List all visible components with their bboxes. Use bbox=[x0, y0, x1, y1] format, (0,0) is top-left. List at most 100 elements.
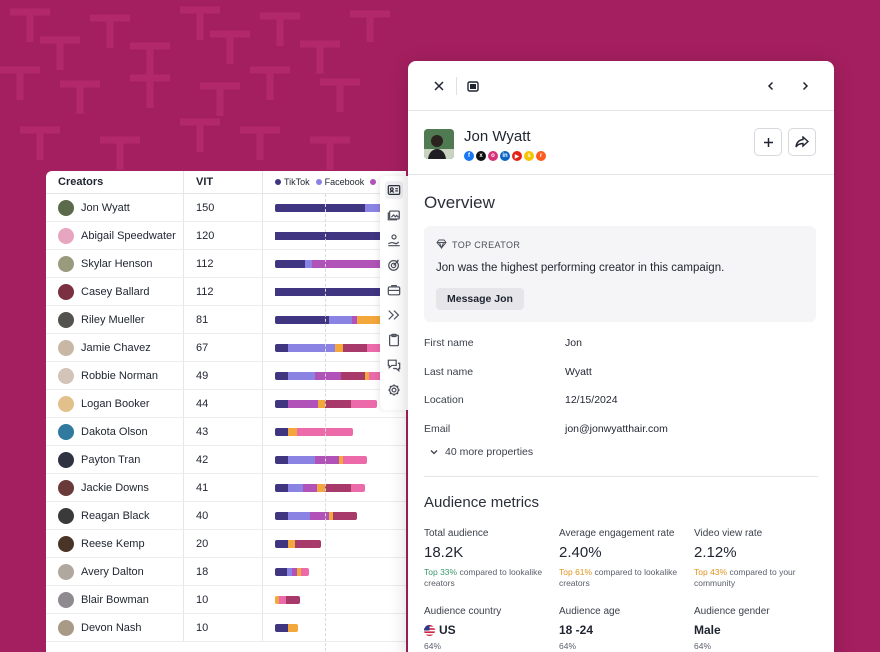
bar-segment bbox=[275, 427, 289, 436]
table-row[interactable]: Jackie Downs 41 bbox=[46, 474, 406, 502]
creator-name: Payton Tran bbox=[81, 453, 141, 466]
clipboard-icon[interactable] bbox=[385, 331, 403, 349]
bar-segment bbox=[312, 259, 395, 268]
expand-panel-icon[interactable] bbox=[464, 77, 482, 95]
creator-name: Jamie Chavez bbox=[81, 341, 151, 354]
platform-bar bbox=[275, 511, 395, 520]
table-header: Creators VIT TikTok Facebook bbox=[46, 171, 406, 194]
avatar bbox=[58, 451, 74, 468]
creator-cell: Logan Booker bbox=[46, 390, 184, 417]
snapchat-icon[interactable]: s bbox=[524, 151, 534, 161]
bar-segment bbox=[288, 539, 296, 548]
table-row[interactable]: Dakota Olson 43 bbox=[46, 418, 406, 446]
table-row[interactable]: Robbie Norman 49 bbox=[46, 362, 406, 390]
platform-bar bbox=[275, 203, 395, 212]
table-row[interactable]: Jamie Chavez 67 bbox=[46, 334, 406, 362]
youtube-icon[interactable]: ▶ bbox=[512, 151, 522, 161]
platform-bar-cell bbox=[263, 474, 406, 501]
table-row[interactable]: Logan Booker 44 bbox=[46, 390, 406, 418]
chevron-left-icon[interactable] bbox=[762, 77, 780, 95]
table-row[interactable]: Blair Bowman 10 bbox=[46, 586, 406, 614]
bar-segment bbox=[275, 315, 329, 324]
bar-segment bbox=[302, 483, 317, 492]
audience-percent: 64% bbox=[694, 641, 712, 651]
table-row[interactable]: Devon Nash 10 bbox=[46, 614, 406, 642]
bar-segment bbox=[288, 511, 310, 520]
avatar bbox=[424, 129, 454, 159]
facebook-icon[interactable]: f bbox=[464, 151, 474, 161]
vit-cell: 10 bbox=[184, 614, 263, 641]
metric-value: 2.12% bbox=[694, 544, 737, 561]
briefcase-icon[interactable] bbox=[385, 281, 403, 299]
avatar bbox=[58, 535, 74, 552]
bar-segment bbox=[334, 343, 344, 352]
table-row[interactable]: Casey Ballard 112 bbox=[46, 278, 406, 306]
bar-segment bbox=[356, 315, 381, 324]
settings-icon[interactable] bbox=[385, 381, 403, 399]
audience-label: Audience age bbox=[559, 606, 621, 617]
metric-note: compared to lookalike creators bbox=[424, 567, 543, 588]
toolbar-divider bbox=[456, 77, 457, 95]
metric-value: 2.40% bbox=[559, 544, 602, 561]
metric-card: Average engagement rate 2.40% Top 61% comp… bbox=[559, 528, 687, 589]
metric-comparison: Top 61% compared to lookalike creators bbox=[559, 567, 687, 589]
x-icon[interactable]: x bbox=[476, 151, 486, 161]
avatar bbox=[58, 507, 74, 524]
more-properties-toggle[interactable]: 40 more properties bbox=[430, 446, 533, 458]
table-row[interactable]: Jon Wyatt 150 bbox=[46, 194, 406, 222]
table-row[interactable]: Abigail Speedwater 120 bbox=[46, 222, 406, 250]
avatar bbox=[58, 367, 74, 384]
creator-name: Blair Bowman bbox=[81, 593, 149, 606]
bar-segment bbox=[329, 315, 352, 324]
add-button[interactable] bbox=[754, 128, 782, 156]
vit-cell: 112 bbox=[184, 278, 263, 305]
legend-dot bbox=[315, 179, 322, 185]
vit-cell: 42 bbox=[184, 446, 263, 473]
close-icon[interactable] bbox=[430, 77, 448, 95]
chat-bubbles-icon[interactable] bbox=[385, 356, 403, 374]
bar-segment bbox=[275, 511, 289, 520]
share-button[interactable] bbox=[788, 128, 816, 156]
hand-money-icon[interactable] bbox=[385, 231, 403, 249]
avatar bbox=[58, 283, 74, 300]
table-row[interactable]: Reagan Black 40 bbox=[46, 502, 406, 530]
avatar bbox=[58, 311, 74, 328]
property-value[interactable]: Jon bbox=[565, 337, 582, 349]
table-row[interactable]: Avery Dalton 18 bbox=[46, 558, 406, 586]
chevrons-right-icon[interactable] bbox=[385, 306, 403, 324]
property-value[interactable]: 12/15/2024 bbox=[565, 394, 618, 406]
table-row[interactable]: Riley Mueller 81 bbox=[46, 306, 406, 334]
table-row[interactable]: Reese Kemp 20 bbox=[46, 530, 406, 558]
creator-name: Devon Nash bbox=[81, 621, 142, 634]
instagram-icon[interactable]: o bbox=[488, 151, 498, 161]
table-row[interactable]: Payton Tran 42 bbox=[46, 446, 406, 474]
creator-name: Jackie Downs bbox=[81, 481, 149, 494]
social-links: f x o in ▶ s r bbox=[464, 151, 546, 161]
creator-cell: Jon Wyatt bbox=[46, 194, 184, 221]
bar-segment bbox=[288, 343, 335, 352]
audience-percent: 64% bbox=[424, 641, 442, 651]
linkedin-icon[interactable]: in bbox=[500, 151, 510, 161]
metric-value: 18.2K bbox=[424, 544, 464, 561]
avatar bbox=[58, 395, 74, 412]
top-creator-label: TOP CREATOR bbox=[452, 240, 521, 250]
bar-segment bbox=[275, 259, 305, 268]
reddit-icon[interactable]: r bbox=[536, 151, 546, 161]
table-row[interactable]: Skylar Henson 112 bbox=[46, 250, 406, 278]
platform-legend: TikTok Facebook bbox=[275, 177, 379, 187]
vit-column-header[interactable]: VIT bbox=[184, 171, 263, 193]
audience-value-row: 18 -24 bbox=[559, 623, 687, 637]
target-icon[interactable] bbox=[385, 256, 403, 274]
contact-card-icon[interactable] bbox=[385, 181, 403, 199]
message-button[interactable]: Message Jon bbox=[436, 288, 524, 310]
bar-segment bbox=[351, 315, 357, 324]
creator-name: Dakota Olson bbox=[81, 425, 148, 438]
property-value[interactable]: jon@jonwyatthair.com bbox=[565, 422, 668, 435]
creators-column-header[interactable]: Creators bbox=[46, 171, 184, 193]
property-value[interactable]: Wyatt bbox=[565, 365, 592, 378]
creator-name: Riley Mueller bbox=[81, 313, 145, 326]
image-gallery-icon[interactable] bbox=[385, 206, 403, 224]
creator-name: Robbie Norman bbox=[81, 369, 159, 382]
metric-card: Video view rate 2.12% Top 43% compared to … bbox=[694, 528, 822, 589]
chevron-right-icon[interactable] bbox=[796, 77, 814, 95]
